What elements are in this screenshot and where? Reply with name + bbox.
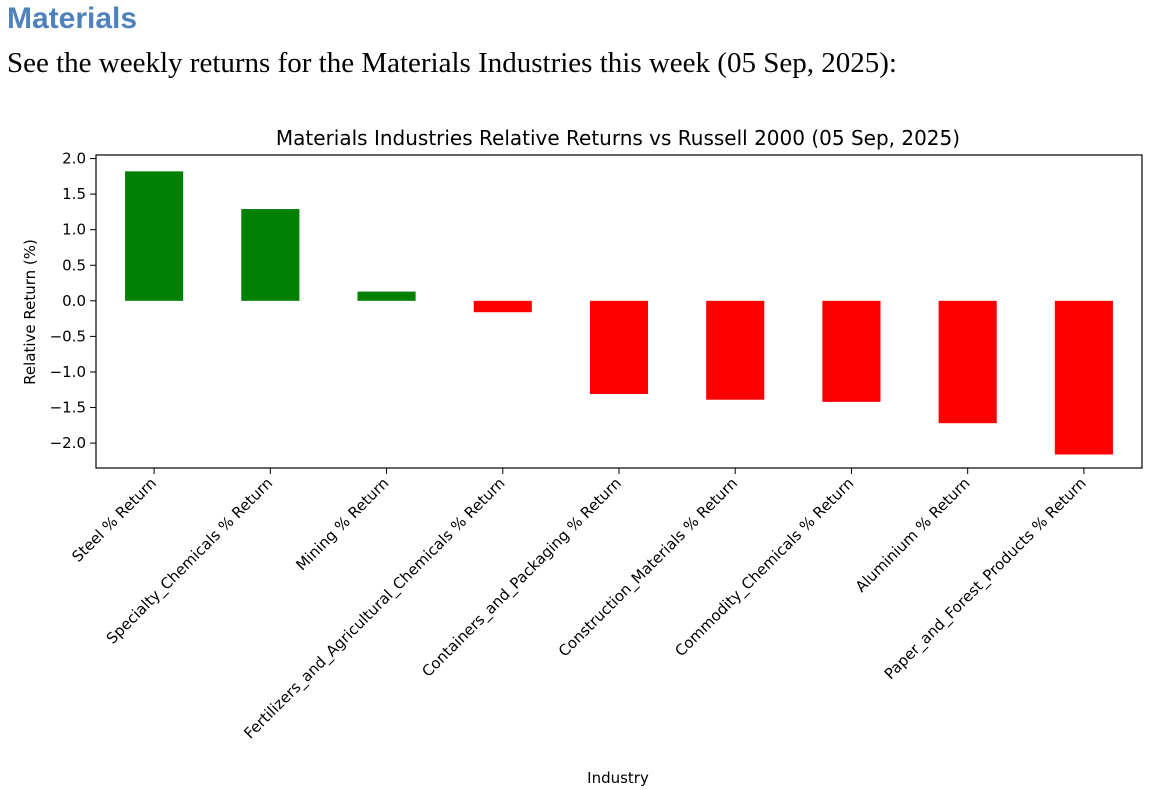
bar (589, 300, 649, 395)
y-tick-label: 0.0 (62, 292, 86, 310)
y-tick-label: −2.0 (50, 434, 86, 452)
y-axis: 2.0 1.5 1.0 0.5 0.0 −0.5 −1.0 −1.5 −2.0 (50, 150, 96, 452)
x-tick-label: Containers_and_Packaging % Return (418, 474, 625, 681)
bar (125, 171, 184, 301)
bars-group (125, 171, 1113, 455)
bar (241, 209, 300, 301)
bar (706, 300, 765, 400)
bar (1054, 300, 1113, 455)
bar (822, 300, 881, 402)
y-tick-label: −1.0 (50, 363, 86, 381)
bar (357, 291, 416, 301)
y-tick-label: 2.0 (62, 150, 86, 168)
y-tick-label: −0.5 (50, 327, 86, 345)
bar (473, 300, 532, 313)
y-tick-label: −1.5 (50, 399, 86, 417)
chart-title: Materials Industries Relative Returns vs… (276, 126, 960, 150)
y-tick-label: 1.0 (62, 221, 86, 239)
y-axis-label: Relative Return (%) (21, 239, 39, 385)
y-tick-label: 1.5 (62, 185, 86, 203)
y-tick-label: 0.5 (62, 256, 86, 274)
x-tick-label: Paper_and_Forest_Products % Return (881, 474, 1091, 684)
x-tick-label: Fertilizers_and_Agricultural_Chemicals %… (240, 474, 509, 743)
plot-frame (95, 154, 1143, 469)
x-tick-label: Mining % Return (292, 474, 392, 574)
x-axis-label: Industry (587, 769, 649, 787)
x-tick-label: Aluminium % Return (852, 474, 974, 596)
page-heading: Materials (7, 2, 138, 35)
x-tick-label: Steel % Return (68, 474, 160, 566)
bar (938, 300, 997, 424)
intro-text: See the weekly returns for the Materials… (7, 47, 897, 79)
